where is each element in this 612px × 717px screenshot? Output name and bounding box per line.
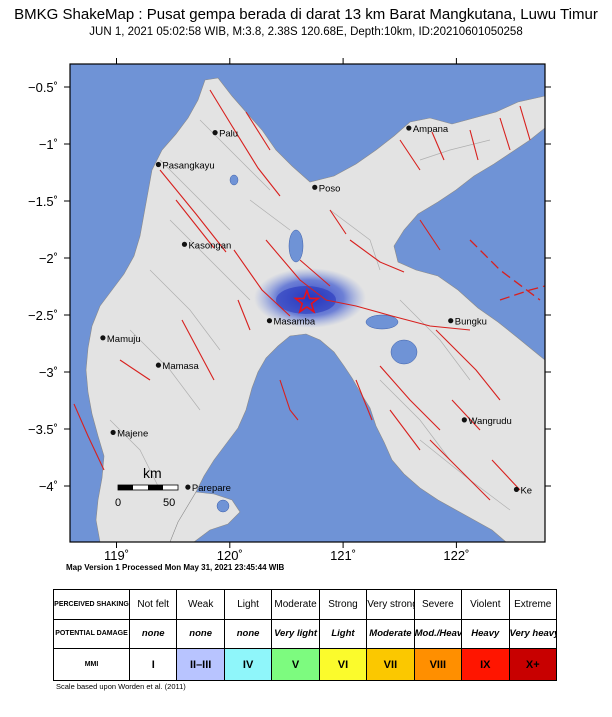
legend-damage-2: none	[176, 618, 225, 649]
lat-label: −2.5˚	[28, 308, 58, 323]
scale-bar-label-50: 50	[163, 497, 175, 509]
shaking-core	[276, 286, 336, 314]
lat-label: −3˚	[39, 365, 58, 380]
legend-damage-1: none	[128, 618, 178, 649]
legend-shaking-8: Violent	[461, 589, 510, 620]
city-label: Kasongan	[188, 240, 231, 251]
legend-mmi-4: V	[271, 648, 320, 681]
event-details: JUN 1, 2021 05:02:58 WIB, M:3.8, 2.38S 1…	[89, 26, 523, 38]
legend-mmi-5: VI	[318, 648, 368, 681]
legend-damage-9: Very heavy	[508, 618, 557, 649]
legend-damage-3: none	[223, 618, 273, 649]
city-label: Poso	[319, 183, 341, 194]
legend-shaking-7: Severe	[413, 589, 463, 620]
city-dot	[212, 130, 218, 136]
legend-shaking-4: Moderate	[271, 589, 320, 620]
legend-row-label-shaking: PERCEIVED SHAKING	[53, 589, 130, 620]
legend-mmi-2: II–III	[176, 648, 225, 681]
city-label: Bungku	[455, 317, 487, 328]
city-label: Ampana	[413, 124, 449, 135]
city-dot	[100, 335, 106, 341]
lake-small	[229, 174, 239, 186]
lake-matano	[365, 314, 399, 330]
city-dot	[461, 417, 467, 423]
lat-label: −4˚	[39, 479, 58, 494]
legend-row-label-damage: POTENTIAL DAMAGE	[53, 618, 130, 649]
legend-mmi-3: IV	[223, 648, 273, 681]
lon-label: 120˚	[217, 548, 243, 560]
legend-damage-4: Very light	[271, 618, 320, 649]
terrain-relief	[109, 119, 511, 511]
legend-shaking-2: Weak	[176, 589, 225, 620]
city-markers: Palu Pasangkayu Poso Ampana Kasongan Masamba B…	[100, 124, 532, 496]
legend-damage-6: Moderate	[366, 618, 415, 649]
city-dot	[155, 362, 162, 368]
shakemap[interactable]: Palu Pasangkayu Poso Ampana Kasongan Masamba B…	[0, 0, 612, 560]
city-label: Mamasa	[162, 361, 199, 372]
legend-mmi-6: VII	[366, 648, 415, 681]
legend-shaking-9: Extreme	[508, 589, 557, 620]
city-label: Ke	[520, 485, 532, 496]
lon-label: 121˚	[330, 548, 356, 560]
frame-ticks	[64, 58, 551, 548]
scale-bar	[117, 484, 179, 491]
legend-mmi-7: VIII	[413, 648, 463, 681]
legend-shaking-6: Very strong	[366, 589, 415, 620]
legend-shaking-1: Not felt	[128, 589, 178, 620]
city-dot	[155, 161, 162, 168]
longitude-labels: 119˚ 120˚ 121˚ 122˚	[104, 548, 469, 560]
lake-towuti	[390, 339, 418, 365]
city-label: Masamba	[273, 317, 315, 328]
scale-bar-label-0: 0	[115, 497, 121, 509]
city-dot	[448, 318, 454, 324]
epicenter-star-icon[interactable]	[293, 287, 321, 314]
fault-lines	[73, 89, 531, 501]
city-label: Palu	[219, 129, 238, 140]
scale-attribution: Scale based upon Worden et al. (2011)	[56, 682, 186, 691]
legend-row-label-mmi: MMI	[53, 648, 130, 681]
city-dot	[110, 429, 116, 436]
legend-damage-8: Heavy	[461, 618, 510, 649]
city-dot	[513, 486, 520, 493]
legend-mmi-9: X+	[508, 648, 557, 681]
lat-label: −2˚	[39, 251, 58, 266]
map-frame	[69, 63, 546, 543]
lake-poso	[288, 229, 304, 263]
legend-damage-7: Mod./Heavy	[413, 618, 463, 649]
legend-damage-5: Light	[318, 618, 368, 649]
lat-label: −1.5˚	[28, 194, 58, 209]
trench-lines	[469, 239, 545, 301]
lon-label: 122˚	[443, 548, 469, 560]
lat-label: −3.5˚	[28, 422, 58, 437]
latitude-labels: −0.5˚ −1˚ −1.5˚ −2˚ −2.5˚ −3˚ −3.5˚ −4˚	[28, 80, 58, 494]
city-dot	[312, 184, 318, 190]
legend-shaking-3: Light	[223, 589, 273, 620]
city-label: Mamuju	[107, 334, 141, 345]
city-dot	[185, 484, 191, 490]
legend-mmi-8: IX	[461, 648, 510, 681]
intensity-legend: PERCEIVED SHAKING Not felt Weak Light Mo…	[53, 589, 557, 681]
city-dot	[181, 241, 188, 247]
scale-bar-unit: km	[143, 465, 162, 481]
lat-label: −1˚	[39, 137, 58, 152]
legend-shaking-5: Strong	[318, 589, 368, 620]
city-label: Wangrudu	[468, 416, 511, 427]
city-dot	[266, 318, 273, 324]
city-label: Majene	[117, 428, 148, 439]
city-dot	[406, 125, 412, 131]
lat-label: −0.5˚	[28, 80, 58, 95]
lake-tempe	[216, 499, 230, 513]
map-title: BMKG ShakeMap : Pusat gempa berada di da…	[14, 6, 598, 23]
city-label: Parepare	[192, 483, 231, 494]
legend-mmi-1: I	[128, 648, 178, 681]
lon-label: 119˚	[104, 548, 129, 560]
city-label: Pasangkayu	[162, 161, 214, 172]
map-version-note: Map Version 1 Processed Mon May 31, 2021…	[66, 563, 285, 572]
